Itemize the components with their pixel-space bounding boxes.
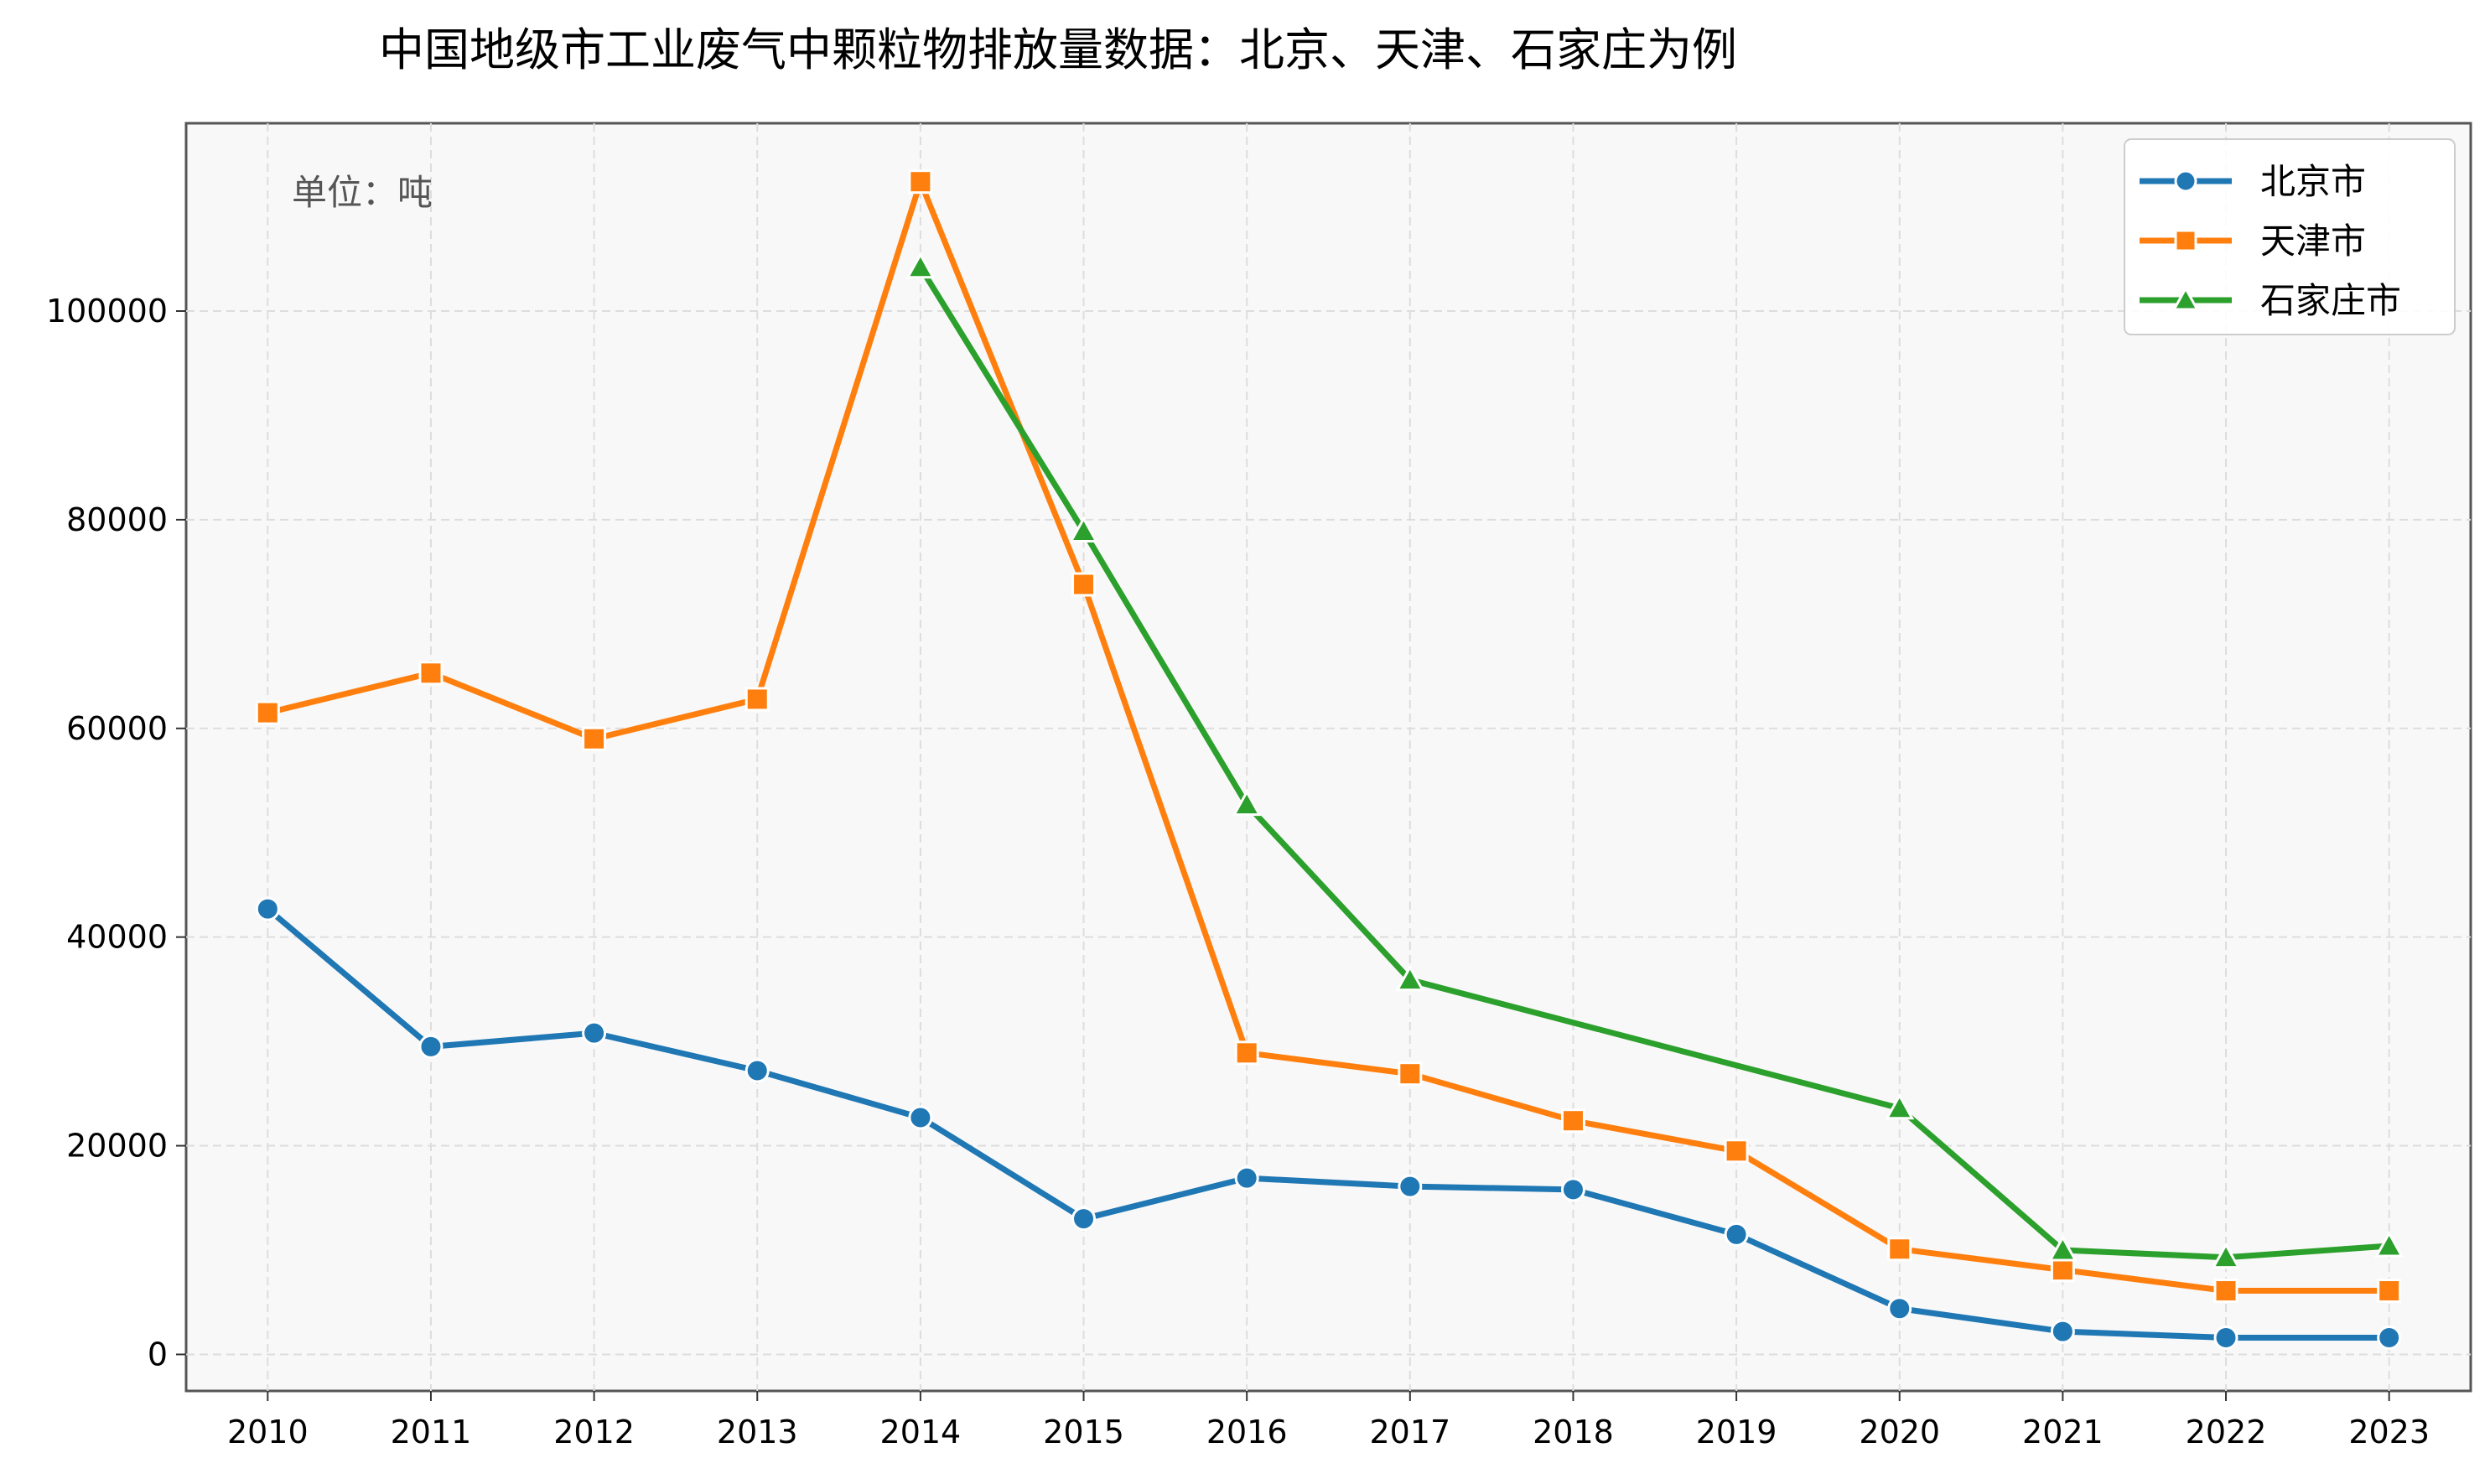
series-line	[267, 179, 2389, 1295]
data-point	[1395, 964, 1425, 992]
data-point	[2377, 1326, 2402, 1351]
unit-annotation: 单位：吨	[292, 172, 433, 213]
data-point	[582, 726, 607, 751]
legend-marker	[2171, 286, 2200, 311]
data-point	[2050, 1319, 2075, 1344]
data-point	[1724, 1222, 1749, 1247]
x-tick-label: 2018	[1533, 1414, 1614, 1450]
legend-marker	[2174, 229, 2197, 252]
x-tick-label: 2014	[880, 1414, 962, 1450]
data-point	[2213, 1326, 2238, 1351]
y-tick-label: 60000	[66, 710, 168, 747]
series-line	[917, 265, 2389, 1261]
data-point	[1560, 1177, 1585, 1202]
data-point	[908, 1105, 933, 1130]
data-point	[908, 169, 933, 195]
data-point	[905, 252, 936, 279]
data-point	[2377, 1279, 2402, 1304]
x-axis: 2010 2011 2012 2013 2014 2015 2016 2017 2018 2019…	[227, 1391, 2430, 1450]
legend-label: 北京市	[2260, 161, 2366, 202]
data-point	[418, 1034, 444, 1059]
data-point	[1885, 1092, 1915, 1120]
data-point	[1887, 1237, 1912, 1262]
x-tick-label: 2015	[1043, 1414, 1124, 1450]
x-tick-label: 2023	[2348, 1414, 2430, 1450]
series-2	[255, 169, 2402, 1304]
legend-marker	[2174, 169, 2197, 193]
data-point	[744, 687, 770, 712]
x-tick-label: 2011	[391, 1414, 472, 1450]
legend-label: 石家庄市	[2260, 280, 2401, 321]
legend-entry: 天津市	[2140, 221, 2366, 262]
data-point	[2050, 1258, 2075, 1283]
data-point	[1232, 789, 1262, 817]
x-tick-label: 2012	[553, 1414, 635, 1450]
legend-box	[2124, 138, 2456, 335]
y-axis: 0 20000 40000 60000 80000 100000	[46, 293, 186, 1372]
data-point	[1234, 1040, 1259, 1066]
legend-entry: 北京市	[2140, 161, 2366, 202]
x-tick-label: 2013	[717, 1414, 798, 1450]
y-tick-label: 40000	[66, 919, 168, 956]
x-tick-label: 2016	[1206, 1414, 1288, 1450]
legend-entry: 石家庄市	[2140, 280, 2401, 321]
series-1	[255, 896, 2402, 1351]
series-line	[266, 906, 2389, 1341]
data-point	[255, 700, 280, 725]
x-tick-label: 2022	[2186, 1414, 2267, 1450]
data-point	[2211, 1242, 2241, 1269]
x-tick-label: 2010	[227, 1414, 309, 1450]
data-point	[1071, 572, 1097, 597]
data-point	[744, 1058, 770, 1083]
data-point	[2047, 1234, 2078, 1262]
data-point	[582, 1020, 607, 1046]
legend-label: 天津市	[2260, 221, 2366, 262]
y-tick-label: 20000	[66, 1128, 168, 1165]
x-tick-label: 2019	[1696, 1414, 1777, 1450]
data-point	[1398, 1061, 1423, 1087]
data-point	[1234, 1165, 1259, 1191]
data-point	[1560, 1108, 1585, 1134]
data-point	[2374, 1230, 2404, 1258]
data-point	[1724, 1139, 1749, 1164]
y-tick-label: 0	[148, 1336, 168, 1372]
y-tick-label: 80000	[66, 501, 168, 538]
data-point	[1069, 516, 1099, 543]
x-tick-label: 2017	[1369, 1414, 1450, 1450]
data-point	[1071, 1206, 1097, 1232]
series-layer	[255, 169, 2404, 1351]
data-point	[1398, 1174, 1423, 1199]
data-point	[418, 661, 444, 686]
x-tick-label: 2020	[1859, 1414, 1940, 1450]
y-tick-label: 100000	[46, 293, 168, 329]
series-3	[905, 252, 2404, 1269]
data-point	[2213, 1279, 2238, 1304]
data-point	[255, 896, 280, 921]
data-point	[1887, 1296, 1912, 1321]
x-tick-label: 2021	[2022, 1414, 2104, 1450]
chart-title: 中国地级市工业废气中颗粒物排放量数据：北京、天津、石家庄为例	[379, 23, 1737, 76]
